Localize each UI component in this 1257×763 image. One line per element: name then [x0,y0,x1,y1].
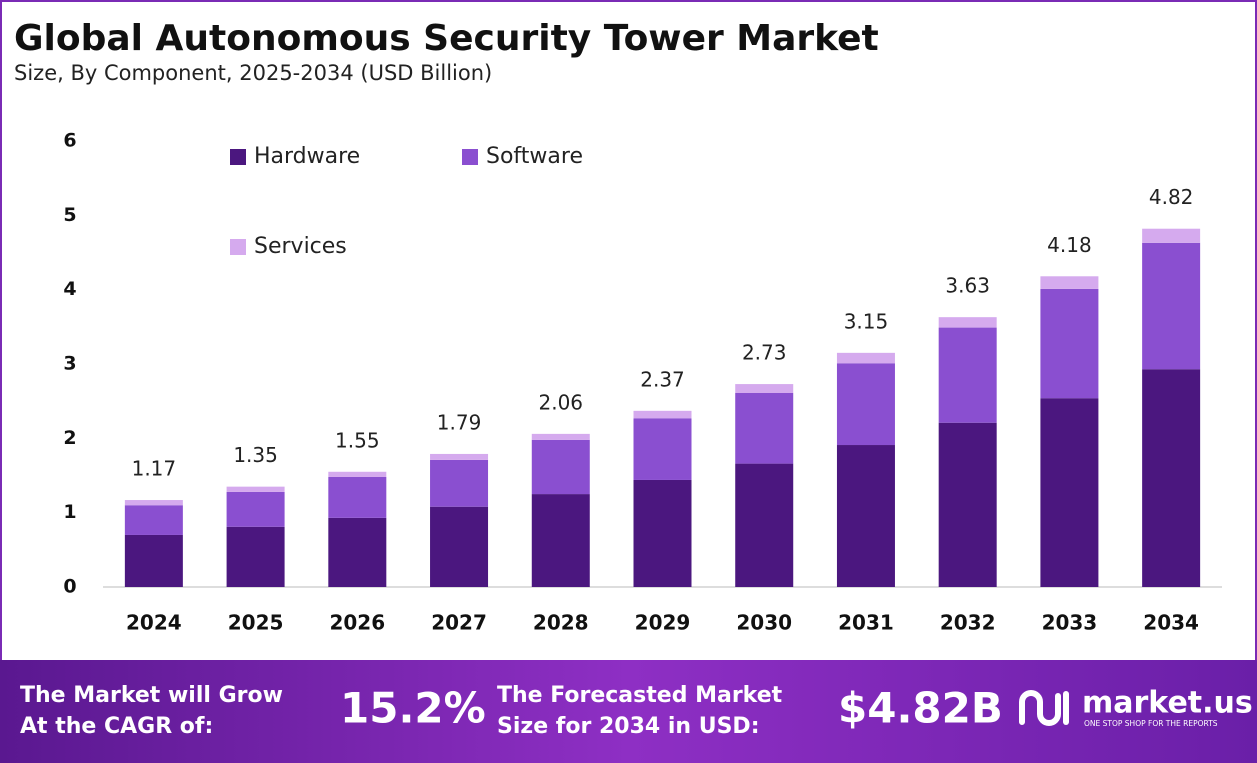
bar-segment [735,463,794,587]
y-tick-label: 5 [63,204,76,226]
bar-segment [836,363,895,446]
bar-segment [430,506,489,587]
bar-segment [430,453,489,460]
total-label: 1.79 [437,410,482,434]
bar-segment [1040,288,1099,399]
bar-segment [836,445,895,587]
footer-text: Size for 2034 in USD: [497,714,760,739]
total-label: 3.15 [844,309,889,333]
legend-label: Software [486,144,583,169]
legend-swatch [230,149,246,165]
bar-segment [328,471,387,477]
bar-segment [633,410,692,419]
x-tick-label: 2024 [126,611,182,635]
bar-segment [938,422,997,587]
x-tick-label: 2029 [635,611,691,635]
bar-segment [226,491,285,527]
x-tick-label: 2034 [1143,611,1199,635]
y-tick-label: 6 [63,130,76,152]
x-tick-label: 2025 [228,611,284,635]
total-label: 2.06 [539,390,584,414]
legend-swatch [462,149,478,165]
footer-value: 15.2% [340,684,486,733]
bar-segment [430,459,489,507]
bar-segment [124,500,183,506]
x-tick-label: 2031 [838,611,894,635]
x-tick-label: 2026 [329,611,385,635]
total-label: 1.17 [132,457,177,481]
legend-label: Hardware [254,144,360,169]
total-label: 1.35 [233,443,278,467]
bar-segment [735,392,794,464]
bar-segment [938,327,997,423]
total-label: 1.55 [335,428,380,452]
total-label: 4.82 [1149,185,1194,209]
bar-segment [531,494,590,587]
x-tick-label: 2028 [533,611,589,635]
x-tick-label: 2027 [431,611,487,635]
y-tick-label: 3 [63,353,76,375]
x-tick-label: 2032 [940,611,996,635]
total-label: 4.18 [1047,233,1092,257]
y-tick-label: 0 [63,576,76,598]
bar-segment [938,317,997,328]
y-tick-label: 2 [63,427,76,449]
y-tick-label: 1 [63,501,76,523]
total-label: 2.37 [640,367,685,391]
footer-value: $4.82B [838,684,1003,733]
bar-segment [531,433,590,440]
bar-segment [226,526,285,587]
legend-swatch [230,239,246,255]
bar-segment [1142,228,1201,243]
bar-segment [1142,242,1201,370]
bar-segment [1040,276,1099,289]
bar-segment [735,384,794,393]
bar-segment [124,505,183,535]
bar-segment [633,479,692,587]
y-tick-label: 4 [63,278,76,300]
footer-band [0,660,1257,763]
total-label: 2.73 [742,341,787,365]
x-tick-label: 2033 [1042,611,1098,635]
legend-label: Services [254,234,347,259]
bar-segment [633,418,692,480]
bar-segment [836,352,895,364]
bar-segment [1040,398,1099,587]
bar-segment [226,486,285,492]
chart-subtitle: Size, By Component, 2025-2034 (USD Billi… [14,61,492,85]
bar-segment [328,517,387,587]
bar-segment [1142,369,1201,587]
bar-segment [531,439,590,495]
chart-title: Global Autonomous Security Tower Market [14,18,879,59]
tagline: ONE STOP SHOP FOR THE REPORTS [1084,719,1218,728]
bar-segment [328,476,387,518]
bar-segment [124,534,183,587]
x-tick-label: 2030 [736,611,792,635]
logo-icon [1019,690,1069,726]
brand: market.us [1082,686,1253,721]
footer-text: The Market will Grow [20,683,283,708]
total-label: 3.63 [945,274,990,298]
footer-text: The Forecasted Market [497,683,783,708]
footer-text: At the CAGR of: [20,714,213,739]
